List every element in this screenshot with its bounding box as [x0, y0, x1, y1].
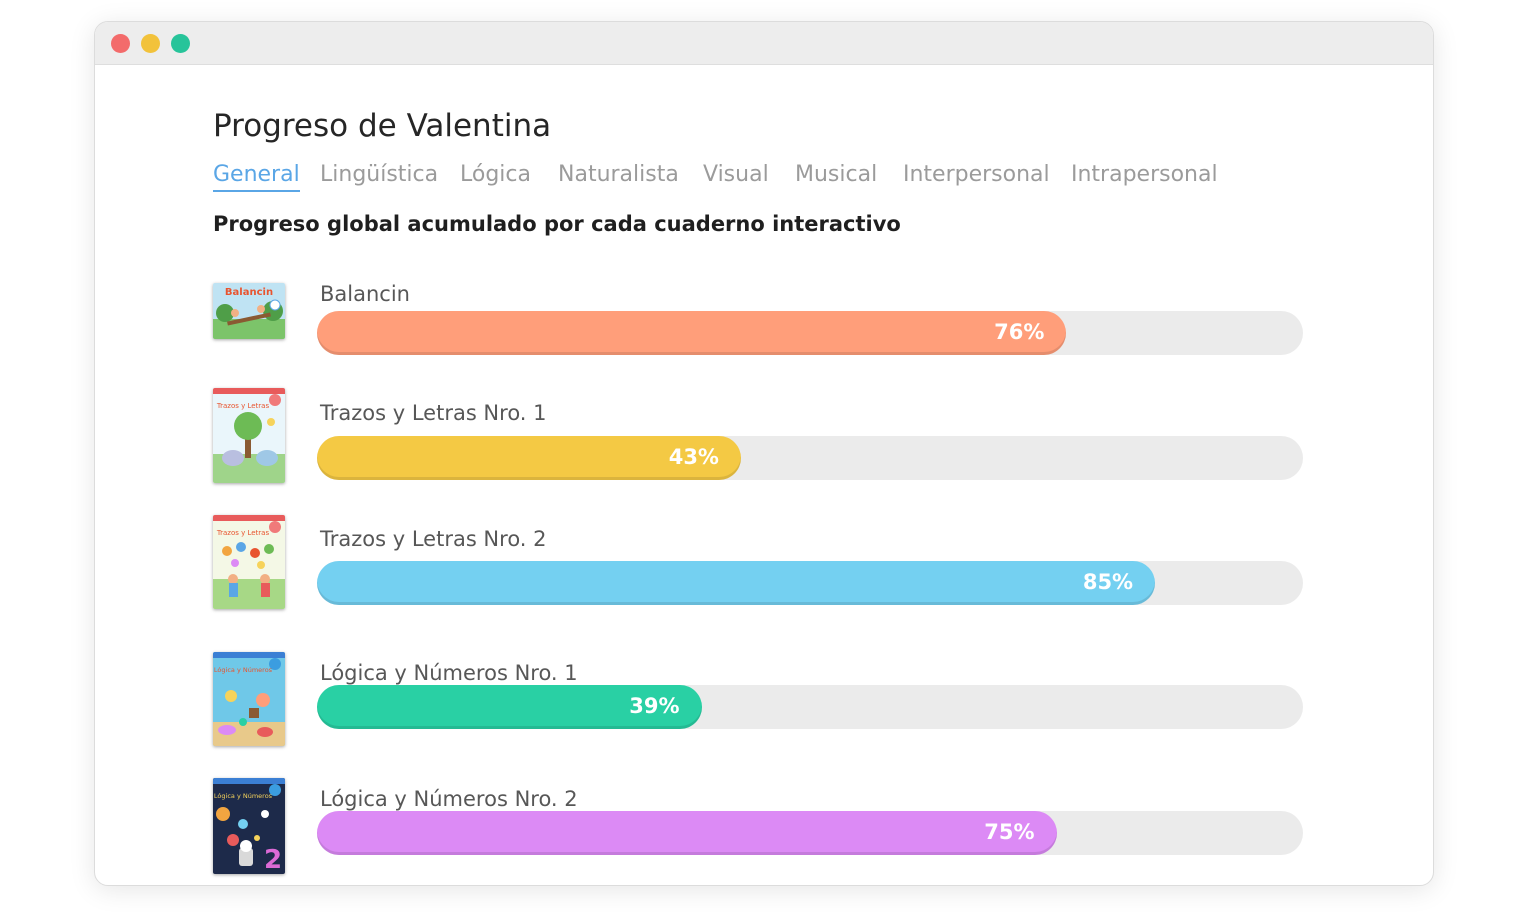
- progress-percent: 85%: [1082, 570, 1134, 594]
- book-row-balancin: Balancin Balancin 76%: [213, 282, 1313, 363]
- page-title: Progreso de Valentina: [213, 108, 552, 144]
- progress-fill: 39%: [317, 685, 702, 729]
- progress-fill: 76%: [317, 311, 1067, 355]
- svg-text:2: 2: [264, 845, 282, 874]
- book-name: Lógica y Números Nro. 2: [320, 787, 578, 811]
- close-window-button[interactable]: [111, 34, 130, 53]
- tab-musical[interactable]: Musical: [795, 162, 878, 187]
- progress-track: 76%: [317, 311, 1303, 355]
- category-tabs: General Lingüística Lógica Naturalista V…: [213, 162, 1313, 198]
- section-subtitle: Progreso global acumulado por cada cuade…: [213, 212, 901, 236]
- window-titlebar: [95, 22, 1433, 65]
- progress-fill: 75%: [317, 811, 1057, 855]
- balancin-cover-image[interactable]: Balancin: [213, 283, 285, 339]
- book-name: Balancin: [320, 282, 410, 306]
- book-name: Trazos y Letras Nro. 2: [320, 527, 547, 551]
- progress-track: 75%: [317, 811, 1303, 855]
- balancin-cover-title: Balancin: [225, 287, 273, 298]
- progress-page: Progreso de Valentina General Lingüístic…: [95, 64, 1433, 885]
- logica-numeros-1-cover-title: Lógica y Números: [214, 666, 273, 674]
- book-row-trazos-letras-1: Trazos y Letras Trazos y Letras Nro. 1 4…: [213, 388, 1313, 484]
- progress-percent: 75%: [984, 820, 1035, 844]
- tab-naturalista[interactable]: Naturalista: [558, 162, 679, 187]
- progress-track: 85%: [317, 561, 1303, 605]
- logica-numeros-2-cover-title: Lógica y Números: [214, 792, 273, 800]
- logica-numeros-1-cover-image[interactable]: Lógica y Números: [213, 652, 285, 746]
- book-name: Lógica y Números Nro. 1: [320, 661, 578, 685]
- trazos-letras-2-cover-title: Trazos y Letras: [216, 529, 270, 537]
- trazos-letras-1-cover-title: Trazos y Letras: [216, 402, 270, 410]
- browser-window: Progreso de Valentina General Lingüístic…: [94, 21, 1434, 886]
- maximize-window-button[interactable]: [171, 34, 190, 53]
- progress-percent: 39%: [629, 694, 680, 718]
- book-row-logica-numeros-2: Lógica y Números 2 Lógica y Números Nro.…: [213, 778, 1313, 874]
- progress-fill: 43%: [317, 436, 741, 480]
- tab-general[interactable]: General: [213, 162, 300, 192]
- tab-logica[interactable]: Lógica: [460, 162, 531, 187]
- book-row-trazos-letras-2: Trazos y Letras Trazos y Letras Nro. 2: [213, 515, 1313, 611]
- trazos-letras-1-cover-image[interactable]: Trazos y Letras: [213, 388, 285, 483]
- tab-interpersonal[interactable]: Interpersonal: [903, 162, 1050, 187]
- minimize-window-button[interactable]: [141, 34, 160, 53]
- progress-percent: 43%: [668, 445, 719, 469]
- book-row-logica-numeros-1: Lógica y Números Lógica y Números Nro. 1…: [213, 652, 1313, 748]
- progress-track: 43%: [317, 436, 1303, 480]
- trazos-letras-2-cover-image[interactable]: Trazos y Letras: [213, 515, 285, 609]
- tab-linguistica[interactable]: Lingüística: [320, 162, 439, 187]
- tab-intrapersonal[interactable]: Intrapersonal: [1071, 162, 1218, 187]
- progress-track: 39%: [317, 685, 1303, 729]
- tab-visual[interactable]: Visual: [703, 162, 769, 187]
- progress-fill: 85%: [317, 561, 1156, 605]
- progress-percent: 76%: [994, 320, 1045, 344]
- book-name: Trazos y Letras Nro. 1: [320, 401, 547, 425]
- logica-numeros-2-cover-image[interactable]: Lógica y Números 2: [213, 778, 285, 874]
